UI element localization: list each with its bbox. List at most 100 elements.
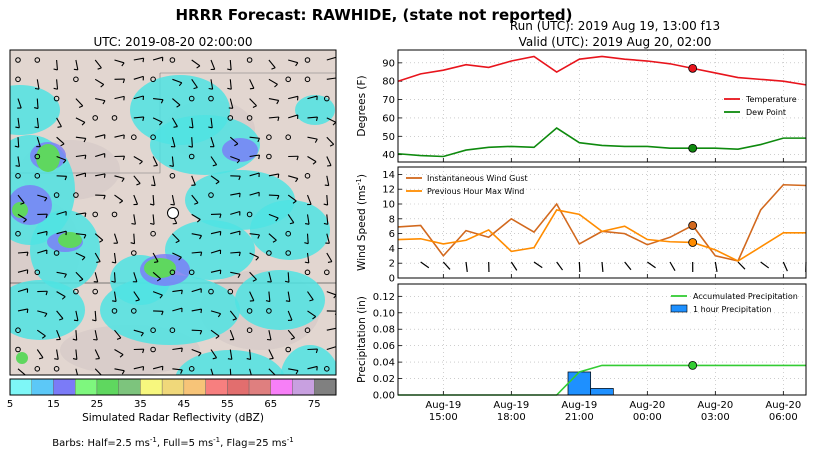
wind-barb-feather [142,116,145,121]
y-tick-label: 0.12 [373,292,395,303]
wind-barb-feather [154,261,159,263]
wind-calm-marker [169,173,176,179]
wind-barb [152,252,159,262]
wind-barb [326,327,336,331]
colorbar-tick-label: 25 [91,399,104,410]
wind-barb-feather [81,121,86,126]
colorbar-tick-label: 65 [264,399,277,410]
wind-barb-feather [15,165,20,167]
wind-barb-feather [215,181,220,185]
wind-barb [36,98,39,109]
wind-calm-marker [15,346,21,353]
wind-barb [56,210,67,215]
wind-barb-feather [81,256,86,261]
wind-barb [172,347,183,351]
wind-calm-marker [285,230,292,237]
wind-barb-feather [234,143,239,147]
wind-calm-marker [150,346,156,353]
wind-barb-feather [252,279,257,282]
wind-barb-feather [122,78,126,84]
wind-calm-marker [285,250,292,256]
wind-barb-feather [199,330,203,335]
wind-barb [229,310,237,320]
wind-barb-feather [44,197,48,202]
wind-barb [287,214,295,224]
colorbar-label: Simulated Radar Reflectivity (dBZ) [82,412,264,424]
wind-calm-marker [150,230,156,237]
colorbar-tick-label: 45 [177,399,190,410]
wind-barb [75,252,86,258]
wind-barb-feather [327,261,332,263]
wind-barb-feather [296,156,299,161]
wind-barb [75,330,78,341]
wind-barb [75,98,84,107]
wind-barb-feather [160,99,164,104]
wind-barb [326,214,329,225]
wind-barb [37,310,48,315]
wind-barb [326,233,330,244]
wind-barb [307,156,317,163]
wind-calm-marker [304,57,311,63]
wind-barb [133,95,144,100]
wind-barb [114,368,125,372]
wind-calm-marker [188,366,195,372]
barb-note-sup: -1 [150,436,157,444]
wind-barb-feather [103,195,106,200]
wind-barb-feather [41,335,46,339]
y-tick-label: 8 [389,214,395,225]
wind-barb [782,261,788,272]
wind-barb-feather [169,165,174,167]
valid-time-marker [688,221,698,230]
wind-calm-marker [34,366,41,372]
radar-echo [235,270,325,330]
wind-barb-feather [91,319,97,322]
wind-barb [578,261,581,273]
wind-barb-feather [315,348,319,354]
colorbar-swatch [270,378,293,396]
wind-barb [268,98,279,102]
wind-barb [191,137,193,148]
precip-hourly-bar [590,388,614,396]
y-tick-label: 14 [382,170,395,181]
wind-barb-feather [274,83,278,88]
wind-calm-marker [15,76,21,83]
wind-barb-feather [63,273,67,278]
wind-barb [229,330,235,340]
wind-calm-marker [73,76,79,83]
wind-barb-feather [72,338,77,341]
wind-calm-marker [73,192,79,198]
wind-barb-feather [173,126,178,128]
radar-echo [10,280,85,340]
wind-barb-feather [97,67,102,70]
figure-title: HRRR Forecast: RAWHIDE, (state not repor… [175,6,572,24]
wind-barb [94,330,98,341]
wind-calm-marker [150,134,156,140]
wind-barb [37,194,48,199]
wind-barb [249,191,260,196]
wind-barb [75,59,79,70]
wind-barb [75,310,79,321]
wind-barb-feather [116,337,122,340]
wind-barb [268,291,271,302]
legend-label: Previous Hour Max Wind [427,187,524,196]
wind-calm-marker [324,366,330,372]
wind-barb [56,79,59,90]
wind-barb-feather [121,62,125,67]
wind-barb [152,195,155,206]
valid-time-marker [688,238,698,247]
wind-calm-marker [304,327,311,334]
wind-barb [17,156,21,167]
wind-barb [210,137,215,147]
wind-barb-feather [188,145,193,148]
wind-barb-feather [135,299,140,302]
wind-barb [669,261,676,271]
wind-barb [306,252,310,263]
wind-calm-marker [53,366,60,372]
wind-barb-feather [227,68,232,71]
wind-calm-marker [34,153,41,160]
wind-barb-feather [34,87,40,90]
wind-barb-feather [136,182,141,186]
wind-barb [133,75,144,80]
colorbar-swatch [227,378,250,396]
wind-barb [56,291,66,298]
